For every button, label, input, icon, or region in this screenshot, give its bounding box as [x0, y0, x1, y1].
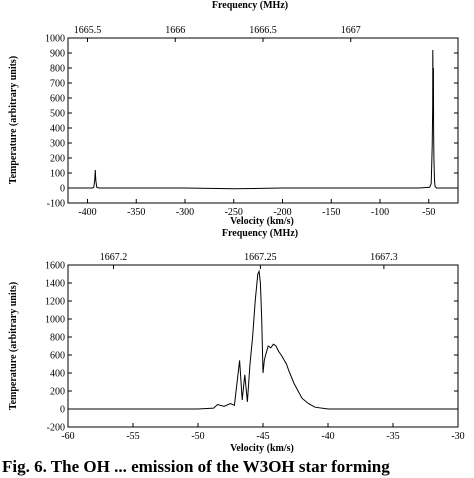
top-y-tick-label-1: 0	[60, 184, 65, 195]
bottom-x-tick-label-5: -35	[386, 431, 399, 442]
top-x-tick-label-7: -50	[422, 207, 435, 218]
top-y-tick-label-7: 600	[50, 94, 65, 105]
top-plot-frame	[67, 37, 459, 204]
top-temperature-axis-title: Temperature (arbitrary units)	[8, 56, 19, 184]
bottom-temperature-axis-title: Temperature (arbitrary units)	[8, 282, 19, 410]
top-y-tick-label-9: 800	[50, 64, 65, 75]
bottom-x-tick-label-1: -55	[126, 431, 139, 442]
top-x-tick-label-2: -300	[176, 207, 194, 218]
top-x-tick-label-3: -250	[225, 207, 243, 218]
top-panel: Frequency (MHz) -100 0 100 200 300 400 500 600 7…	[8, 0, 459, 227]
top-y-tick-label-6: 500	[50, 109, 65, 120]
bottom-velocity-axis-title: Velocity (km/s)	[230, 443, 294, 454]
top-frequency-ticks: 1665.5 1666 1666.5 1667	[74, 25, 361, 42]
bottom-y-tick-label-8: 1400	[45, 279, 65, 290]
bottom-x-tick-label-4: -40	[321, 431, 334, 442]
bottom-y-tick-label-6: 1000	[45, 315, 65, 326]
bottom-x-tick-label-0: -60	[61, 431, 74, 442]
bottom-y-tick-label-3: 400	[50, 369, 65, 380]
bottom-y-ticks: -200 0 200 400 600 800 1000 1200 1400 1600	[45, 261, 458, 434]
bottom-y-tick-label-5: 800	[50, 333, 65, 344]
top-y-tick-label-0: -100	[47, 199, 65, 210]
top-y-tick-label-8: 700	[50, 79, 65, 90]
top-y-tick-label-5: 400	[50, 124, 65, 135]
top-y-tick-label-11: 1000	[45, 34, 65, 45]
top-x-tick-label-5: -150	[322, 207, 340, 218]
top-x-tick-label-0: -400	[78, 207, 96, 218]
bottom-frequency-ticks: 1667.2 1667.25 1667.3	[100, 252, 398, 269]
bottom-frequency-tick-label-0: 1667.2	[100, 252, 128, 263]
figure-caption: Fig. 6. The OH ... emission of the W3OH …	[2, 457, 390, 476]
top-y-tick-label-4: 300	[50, 139, 65, 150]
bottom-y-tick-label-2: 200	[50, 387, 65, 398]
bottom-spectrum-line	[68, 269, 458, 410]
bottom-x-ticks: -60 -55 -50 -45 -40 -35 -30	[61, 423, 465, 442]
bottom-y-tick-label-0: -200	[47, 423, 65, 434]
bottom-x-tick-label-3: -45	[256, 431, 269, 442]
bottom-y-tick-label-4: 600	[50, 351, 65, 362]
bottom-frequency-tick-label-2: 1667.3	[370, 252, 398, 263]
top-x-tick-label-6: -100	[371, 207, 389, 218]
bottom-y-tick-label-1: 0	[60, 405, 65, 416]
top-frequency-tick-label-1: 1666	[165, 25, 185, 36]
bottom-y-tick-label-7: 1200	[45, 297, 65, 308]
top-frequency-axis-title: Frequency (MHz)	[212, 0, 288, 11]
top-frequency-tick-label-0: 1665.5	[74, 25, 102, 36]
bottom-x-tick-label-6: -30	[451, 431, 464, 442]
top-x-tick-label-4: -200	[273, 207, 291, 218]
bottom-y-tick-label-9: 1600	[45, 261, 65, 272]
top-x-ticks: -400 -350 -300 -250 -200 -150 -100 -50	[78, 199, 435, 218]
bottom-frequency-tick-label-1: 1667.25	[244, 252, 277, 263]
bottom-panel: Frequency (MHz) -200 0 200 400 600 800 1000 120…	[8, 228, 465, 454]
bottom-x-tick-label-2: -50	[191, 431, 204, 442]
bottom-plot-frame	[67, 264, 459, 428]
top-y-tick-label-2: 100	[50, 169, 65, 180]
top-y-tick-label-10: 900	[50, 49, 65, 60]
bottom-frequency-axis-title: Frequency (MHz)	[222, 228, 298, 239]
top-frequency-tick-label-3: 1667	[341, 25, 361, 36]
top-y-ticks: -100 0 100 200 300 400 500 600 700 800 900 1000	[45, 34, 458, 210]
top-velocity-axis-title: Velocity (km/s)	[230, 216, 294, 227]
top-frequency-tick-label-2: 1666.5	[249, 25, 277, 36]
top-spectrum-line	[68, 49, 458, 190]
top-x-tick-label-1: -350	[127, 207, 145, 218]
top-y-tick-label-3: 200	[50, 154, 65, 165]
